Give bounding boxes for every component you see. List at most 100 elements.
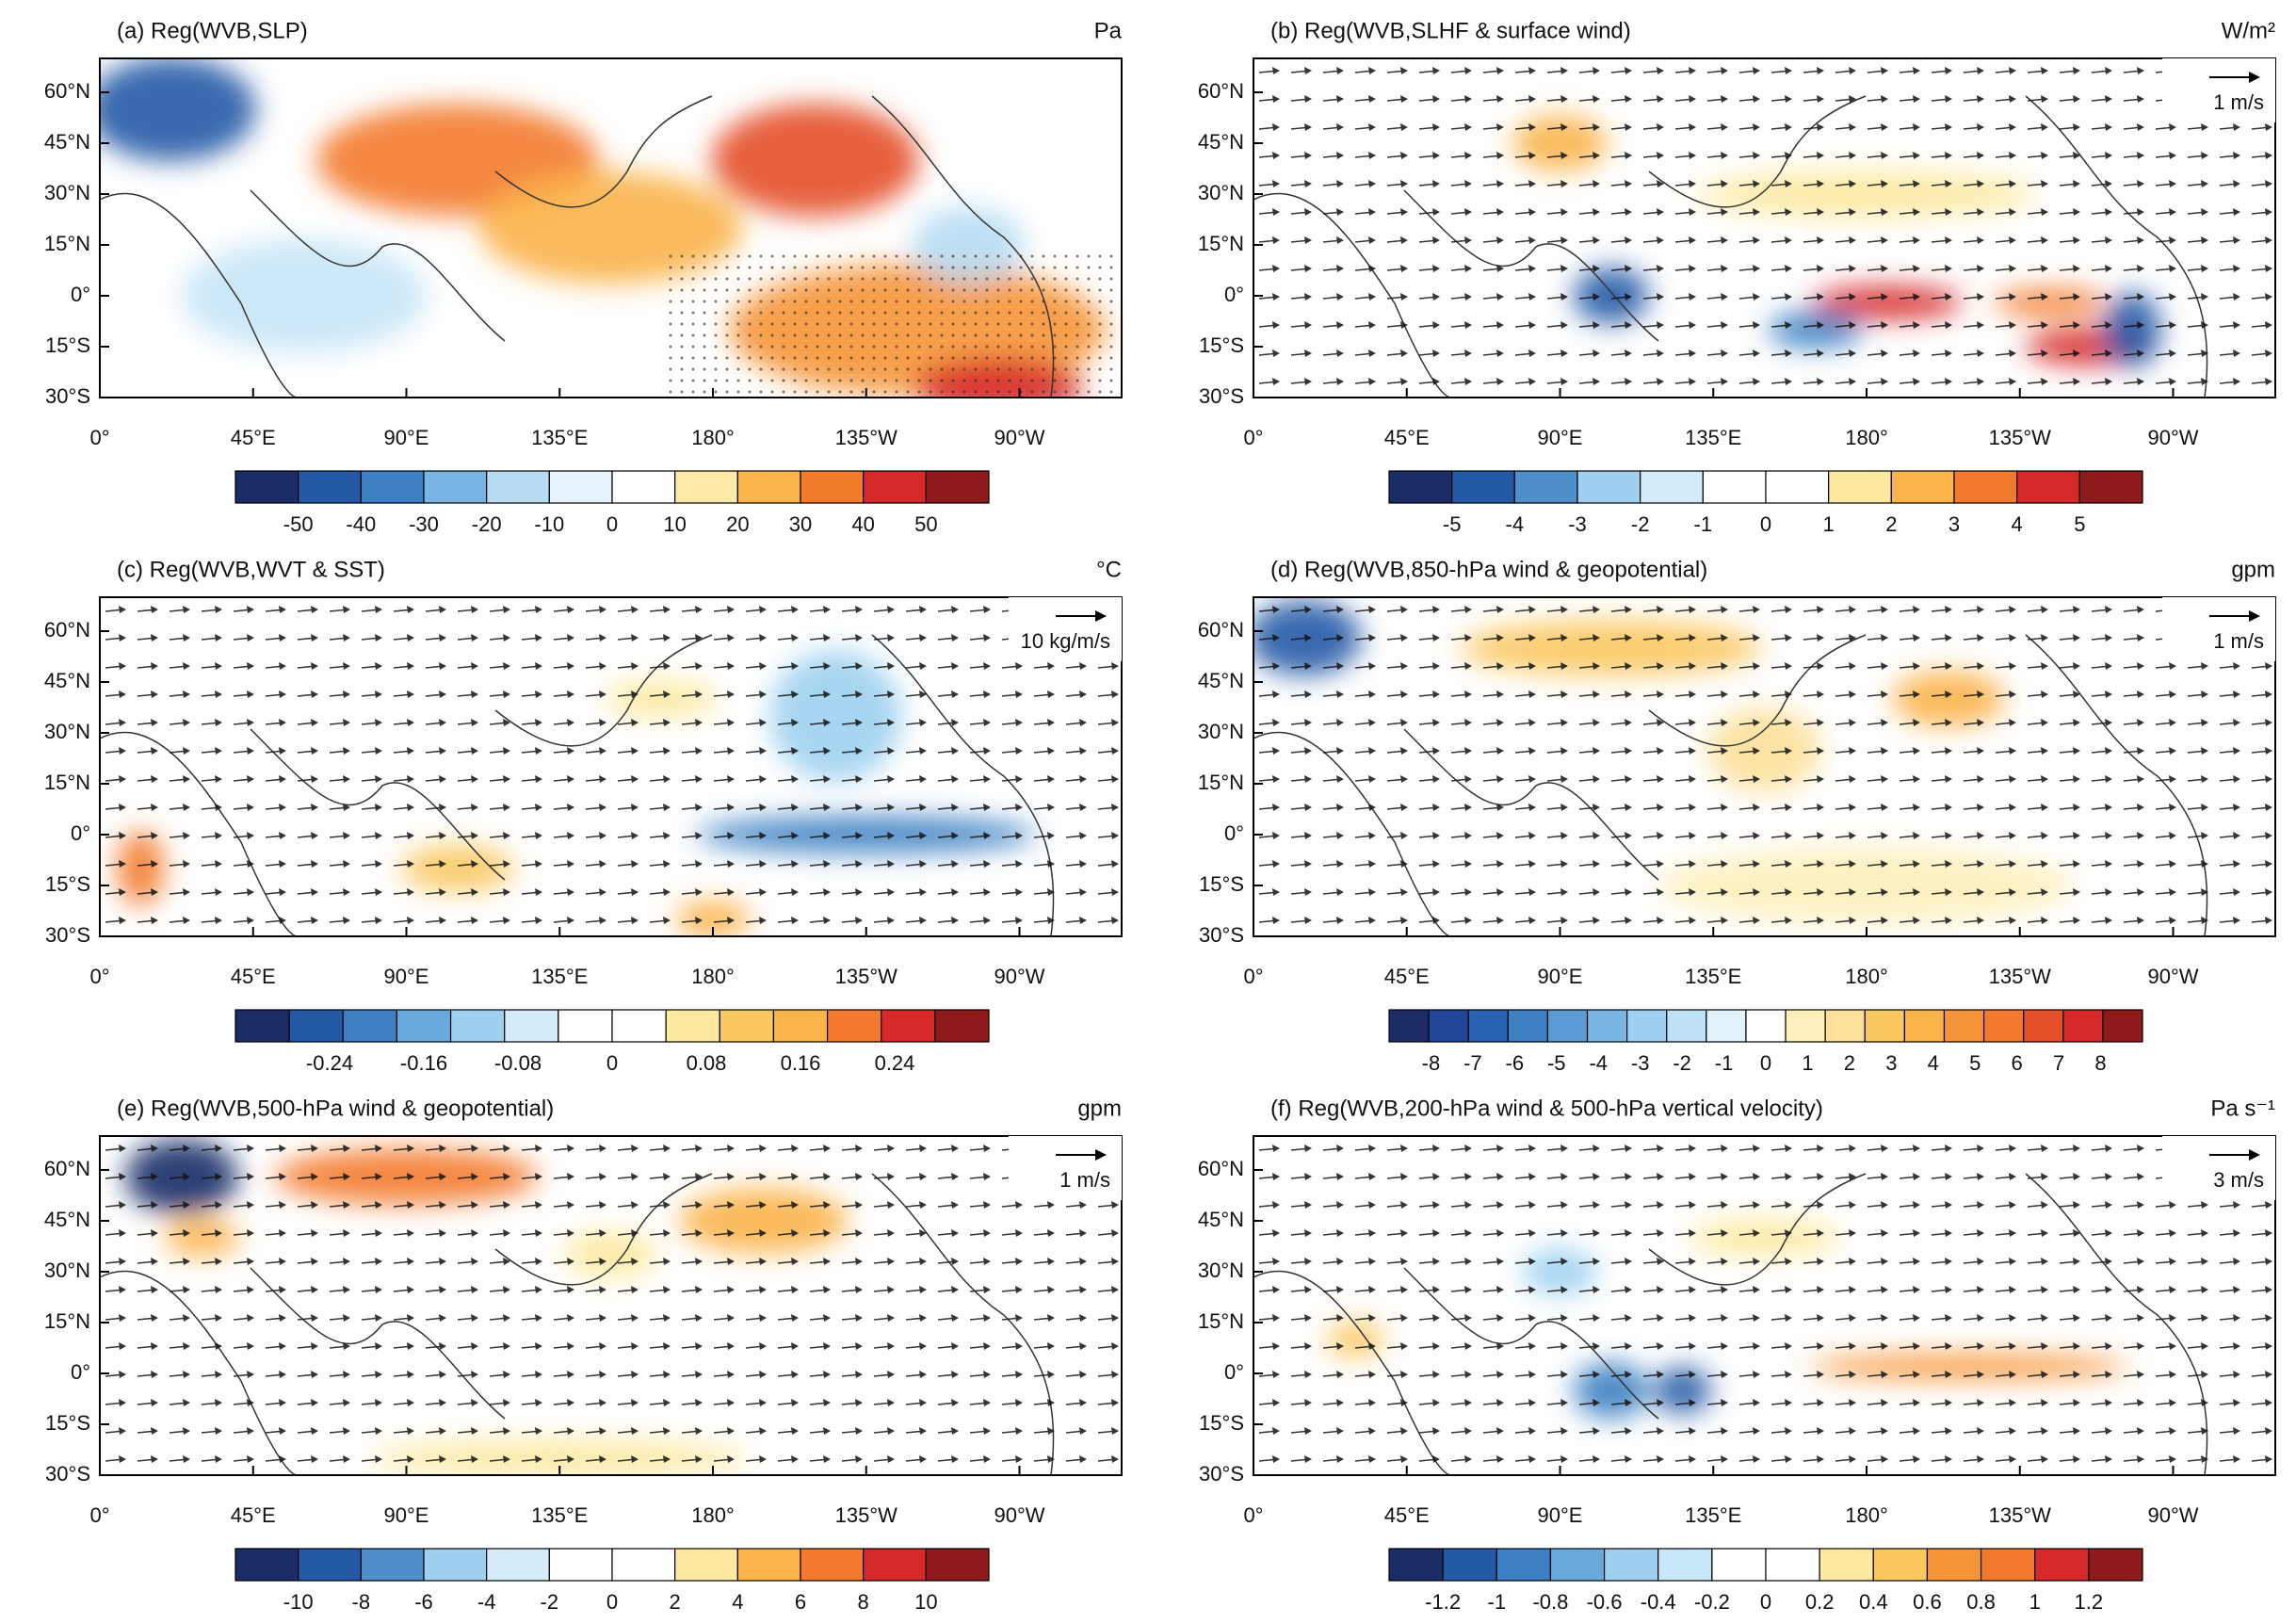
- colorbar-box: [1467, 1009, 1509, 1043]
- colorbar-label: -3: [1631, 1051, 1650, 1075]
- colorbar-box: [719, 1009, 775, 1043]
- colorbar-label: 10: [914, 1590, 937, 1614]
- colorbar-box: [2034, 1548, 2090, 1582]
- colorbar-label: -4: [477, 1590, 496, 1614]
- map: [100, 58, 1122, 398]
- y-tick-label: 45°N: [1198, 669, 1244, 692]
- colorbar-label: -0.2: [1694, 1590, 1730, 1614]
- vectors: [1253, 58, 2275, 398]
- colorbar-box: [1702, 470, 1767, 504]
- y-tick-label: 0°: [1224, 283, 1244, 306]
- colorbar-label: 0: [606, 1590, 618, 1614]
- x-tick-label: 90°W: [2147, 426, 2198, 449]
- colorbar-box: [1513, 470, 1578, 504]
- colorbar-box: [1640, 470, 1704, 504]
- vectors: [100, 597, 1122, 936]
- colorbar-label: -1: [1694, 512, 1713, 536]
- panel: (a) Reg(WVB,SLP) Pa 0° 45°E 90°E 135°E 180° 135…: [44, 18, 1123, 536]
- x-tick-label: 90°E: [384, 965, 429, 988]
- y-tick-label: 60°N: [1198, 618, 1244, 641]
- ref-label: 1 m/s: [1059, 1168, 1110, 1192]
- colorbar-box: [2016, 470, 2080, 504]
- x-tick-label: 45°E: [1384, 426, 1430, 449]
- y-tick-label: 30°N: [44, 720, 90, 743]
- x-tick-label: 135°W: [1989, 1503, 2052, 1527]
- colorbar-box: [736, 470, 801, 504]
- colorbar-label: 40: [851, 512, 874, 536]
- colorbar-box: [1819, 1548, 1874, 1582]
- colorbar-box: [611, 1548, 676, 1582]
- colorbar-label: 0.4: [1859, 1590, 1888, 1614]
- colorbar-box: [1603, 1548, 1659, 1582]
- panel-title: (a) Reg(WVB,SLP): [117, 18, 308, 43]
- colorbar-box: [288, 1009, 344, 1043]
- colorbar-label: -2: [1673, 1051, 1691, 1075]
- colorbar-label: 5: [2074, 512, 2085, 536]
- colorbar-box: [1953, 470, 2018, 504]
- colorbar-box: [2088, 1548, 2143, 1582]
- map: [1253, 58, 2275, 398]
- colorbar-label: -4: [1589, 1051, 1608, 1075]
- x-tick-label: 90°W: [2147, 965, 2198, 988]
- colorbar-box: [611, 1009, 667, 1043]
- x-tick-label: 45°E: [1384, 965, 1430, 988]
- colorbar-box: [863, 1548, 927, 1582]
- colorbar-box: [1982, 1009, 2025, 1043]
- colorbar-label: -5: [1547, 1051, 1566, 1075]
- y-tick-label: 60°N: [44, 618, 90, 641]
- colorbar-label: -7: [1463, 1051, 1482, 1075]
- x-tick-label: 0°: [1243, 965, 1263, 988]
- colorbar-label: -2: [541, 1590, 559, 1614]
- colorbar-box: [234, 1009, 290, 1043]
- colorbar-box: [558, 1009, 613, 1043]
- unit: W/m²: [2222, 18, 2275, 43]
- x-tick-label: 0°: [89, 965, 109, 988]
- colorbar-box: [934, 1009, 990, 1043]
- colorbar-box: [674, 470, 738, 504]
- colorbar-box: [1980, 1548, 2036, 1582]
- panel: (d) Reg(WVB,850-hPa wind & geopotential)…: [1198, 557, 2276, 1075]
- y-tick-label: 0°: [71, 1360, 90, 1384]
- colorbar-label: 1: [2029, 1590, 2041, 1614]
- colorbar-label: 10: [663, 512, 686, 536]
- colorbar-box: [1442, 1548, 1497, 1582]
- x-tick-label: 135°W: [1989, 965, 2052, 988]
- colorbar-box: [486, 1548, 550, 1582]
- colorbar-box: [674, 1548, 738, 1582]
- x-tick-label: 135°E: [1685, 1503, 1741, 1527]
- field-blob: [711, 104, 919, 217]
- x-tick-label: 90°E: [384, 426, 429, 449]
- colorbar-box: [1388, 1548, 1444, 1582]
- y-tick-label: 45°N: [44, 130, 90, 154]
- colorbar-box: [1388, 470, 1453, 504]
- y-tick-label: 45°N: [1198, 1208, 1244, 1231]
- colorbar-label: 6: [795, 1590, 806, 1614]
- colorbar-label: -3: [1568, 512, 1587, 536]
- colorbar-box: [800, 1548, 865, 1582]
- colorbar-box: [1926, 1548, 1982, 1582]
- x-tick-label: 90°E: [1538, 965, 1583, 988]
- unit: gpm: [2231, 557, 2275, 582]
- panel-title: (b) Reg(WVB,SLHF & surface wind): [1270, 18, 1631, 43]
- panel-title: (c) Reg(WVB,WVT & SST): [117, 557, 385, 582]
- colorbar-box: [611, 470, 676, 504]
- colorbar-box: [1828, 470, 1892, 504]
- colorbar-box: [360, 470, 425, 504]
- colorbar-label: -8: [1422, 1051, 1441, 1075]
- ref-box: [1009, 1136, 1122, 1200]
- y-tick-label: 45°N: [44, 1208, 90, 1231]
- colorbar-label: -1.2: [1425, 1590, 1461, 1614]
- colorbar-label: -0.8: [1532, 1590, 1568, 1614]
- y-tick-label: 60°N: [1198, 1157, 1244, 1180]
- panel: (b) Reg(WVB,SLHF & surface wind) W/m² 1 m/…: [1198, 18, 2276, 536]
- colorbar-label: -1: [1488, 1590, 1507, 1614]
- x-tick-label: 180°: [1845, 965, 1888, 988]
- colorbar-label: 1.2: [2075, 1590, 2104, 1614]
- map-frame: [99, 596, 1123, 937]
- x-tick-label: 90°E: [384, 1503, 429, 1527]
- colorbar-box: [504, 1009, 559, 1043]
- colorbar-box: [1864, 1009, 1905, 1043]
- colorbar-label: -5: [1443, 512, 1462, 536]
- x-tick-label: 0°: [89, 1503, 109, 1527]
- colorbar-box: [800, 470, 865, 504]
